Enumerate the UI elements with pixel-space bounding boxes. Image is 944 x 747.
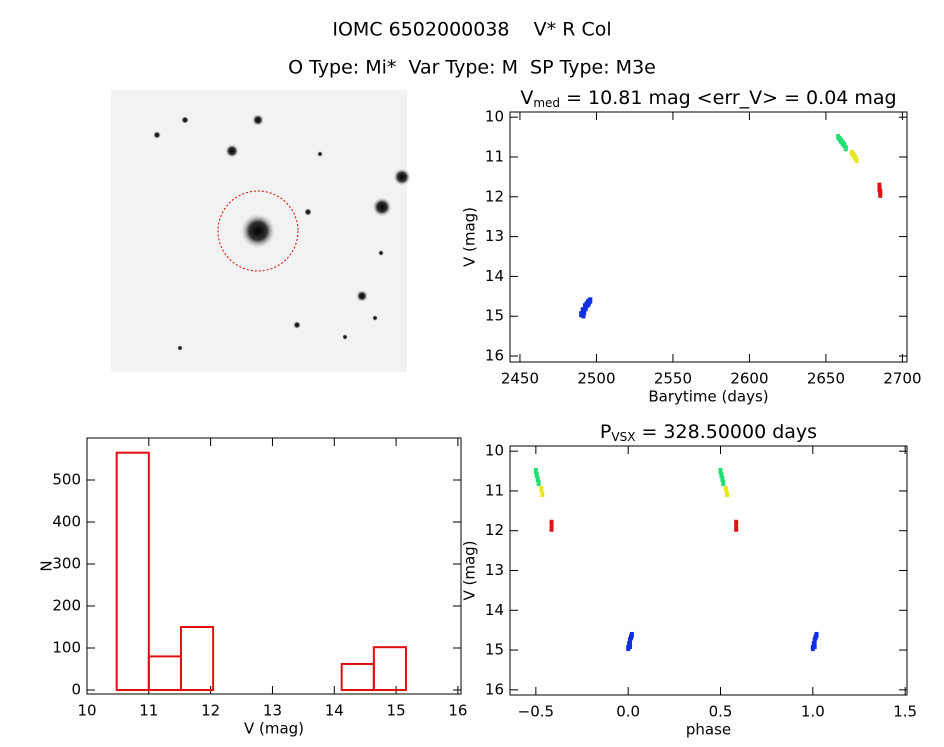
x-tick-label: 2700 — [883, 370, 921, 388]
data-point — [533, 468, 538, 475]
y-tick-label: 16 — [485, 680, 504, 698]
figure-subtitle: O Type: Mi* Var Type: M SP Type: M3e — [288, 57, 656, 79]
data-point — [540, 491, 545, 498]
y-tick-label: 11 — [485, 147, 504, 165]
data-point — [734, 525, 739, 532]
data-point — [878, 191, 883, 198]
x-tick-label: 2500 — [577, 370, 615, 388]
data-point — [535, 476, 540, 483]
title-part: V — [520, 87, 533, 109]
y-tick-label: 10 — [485, 442, 504, 460]
x-axis-label: V (mag) — [244, 720, 304, 738]
y-tick-label: 400 — [52, 513, 81, 531]
histogram-bar — [179, 626, 215, 692]
x-axis-label: Barytime (days) — [648, 388, 768, 406]
data-point — [539, 485, 544, 492]
sky-image — [111, 90, 411, 372]
data-point — [877, 185, 882, 192]
x-tick-label: 11 — [139, 702, 158, 720]
y-axis-label: V (mag) — [461, 540, 479, 600]
data-point — [721, 479, 726, 486]
histogram-bar — [115, 451, 150, 692]
data-point — [843, 145, 848, 152]
chart-title: Vmed = 10.81 mag <err_V> = 0.04 mag — [520, 87, 896, 110]
title-subscript: VSX — [611, 430, 635, 444]
chart-title: PVSX = 328.50000 days — [600, 421, 817, 444]
y-tick-label: 13 — [485, 227, 504, 245]
data-point — [720, 476, 725, 483]
data-point — [583, 305, 588, 312]
title-part: P — [600, 421, 611, 443]
data-point — [549, 525, 554, 532]
x-tick-label: 2650 — [807, 370, 845, 388]
data-point — [536, 479, 541, 486]
y-tick-label: 13 — [485, 561, 504, 579]
data-point — [719, 472, 724, 479]
figure-title: IOMC 6502000038 V* R Col — [332, 19, 611, 41]
y-tick-label: 15 — [485, 307, 504, 325]
plot-frame — [509, 445, 908, 696]
data-point — [842, 142, 847, 149]
y-tick-label: 12 — [485, 187, 504, 205]
data-point — [854, 157, 859, 164]
x-tick-label: 1.0 — [801, 703, 825, 721]
y-tick-label: 12 — [485, 521, 504, 539]
x-tick-label: 2600 — [730, 370, 768, 388]
y-tick-label: 15 — [485, 641, 504, 659]
x-tick-label: 0.0 — [616, 703, 640, 721]
x-tick-label: 2550 — [654, 370, 692, 388]
y-tick-label: 10 — [485, 108, 504, 126]
x-tick-label: 16 — [448, 702, 467, 720]
y-axis-label: N — [38, 560, 56, 571]
histogram-bar — [147, 655, 182, 692]
data-point — [582, 309, 587, 316]
data-point — [588, 297, 593, 304]
histogram-bar — [372, 646, 407, 692]
y-tick-label: 0 — [71, 681, 81, 699]
data-point — [724, 485, 729, 492]
data-point — [718, 468, 723, 475]
data-point — [734, 519, 739, 526]
y-tick-label: 11 — [485, 481, 504, 499]
data-point — [724, 491, 729, 498]
data-point — [629, 631, 634, 638]
x-tick-label: 14 — [325, 702, 344, 720]
data-point — [581, 312, 586, 319]
x-tick-label: 1.5 — [893, 703, 917, 721]
y-tick-label: 100 — [52, 639, 81, 657]
y-tick-label: 14 — [485, 601, 504, 619]
data-point — [814, 631, 819, 638]
y-tick-label: 500 — [52, 471, 81, 489]
data-point — [877, 182, 882, 189]
data-point — [812, 643, 817, 650]
data-point — [579, 311, 584, 318]
x-tick-label: 2450 — [501, 370, 539, 388]
data-point — [628, 643, 633, 650]
title-subscript: med — [533, 96, 560, 110]
y-axis-label: V (mag) — [461, 207, 479, 267]
x-tick-label: 0.5 — [709, 703, 733, 721]
title-part: = 10.81 mag <err_V> = 0.04 mag — [560, 87, 897, 109]
x-tick-label: 12 — [201, 702, 220, 720]
x-tick-label: 10 — [77, 702, 96, 720]
x-tick-label: 13 — [263, 702, 282, 720]
y-tick-label: 300 — [52, 555, 81, 573]
title-part: = 328.50000 days — [635, 421, 817, 443]
y-tick-label: 14 — [485, 267, 504, 285]
x-tick-label: 15 — [387, 702, 406, 720]
data-point — [549, 519, 554, 526]
y-tick-label: 200 — [52, 597, 81, 615]
x-tick-label: −0.5 — [518, 703, 554, 721]
data-point — [534, 472, 539, 479]
data-point — [852, 153, 857, 160]
x-axis-label: phase — [686, 721, 731, 739]
y-tick-label: 16 — [485, 347, 504, 365]
histogram-bar — [340, 662, 375, 692]
plot-frame — [86, 437, 462, 695]
